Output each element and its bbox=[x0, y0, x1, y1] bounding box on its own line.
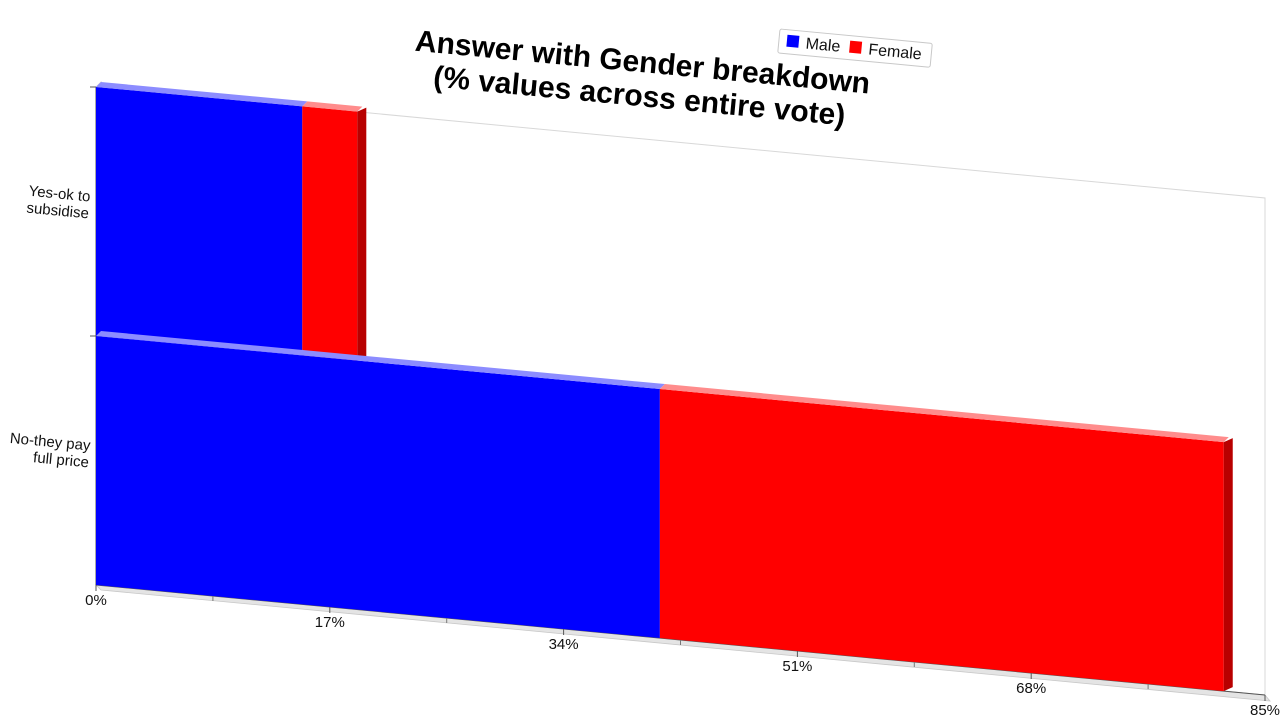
bar-male-0 bbox=[96, 87, 303, 356]
x-tick-label-1: 17% bbox=[315, 614, 345, 631]
bar-top-female-1 bbox=[659, 384, 1229, 443]
legend: Male Female bbox=[777, 28, 933, 68]
x-tick-label-3: 51% bbox=[782, 658, 812, 675]
bars bbox=[96, 82, 1233, 692]
x-tick-label-5: 85% bbox=[1250, 702, 1280, 719]
y-category-label-0-line-0: Yes-ok to bbox=[28, 183, 91, 206]
bar-top-male-1 bbox=[96, 331, 665, 390]
legend-label-female: Female bbox=[868, 41, 923, 63]
y-category-label-0-line-1: subsidise bbox=[26, 200, 90, 223]
y-category-label-1-line-1: full price bbox=[32, 449, 89, 471]
bar-male-1 bbox=[96, 336, 660, 639]
y-category-label-1: No-they payfull price bbox=[8, 430, 92, 472]
bar-female-1 bbox=[659, 389, 1224, 692]
x-tick-label-2: 34% bbox=[549, 636, 579, 653]
bar-female-0 bbox=[302, 106, 358, 361]
legend-label-male: Male bbox=[805, 36, 841, 56]
legend-swatch-male bbox=[786, 34, 800, 48]
bar-top-female-0 bbox=[302, 101, 363, 112]
x-tick-label-0: 0% bbox=[85, 592, 107, 609]
y-axis-labels: Yes-ok tosubsidise No-they payfull price bbox=[8, 86, 96, 472]
bar-top-male-0 bbox=[96, 82, 308, 107]
legend-swatch-female bbox=[849, 40, 863, 54]
bar-side-female-0 bbox=[357, 107, 367, 361]
bar-side-female-1 bbox=[1223, 438, 1233, 692]
x-tick-label-4: 68% bbox=[1016, 680, 1046, 697]
y-category-label-0: Yes-ok tosubsidise bbox=[26, 183, 91, 223]
x-axis-ticks: 0% 17% 34% 51% 68% 85% bbox=[85, 585, 1280, 719]
